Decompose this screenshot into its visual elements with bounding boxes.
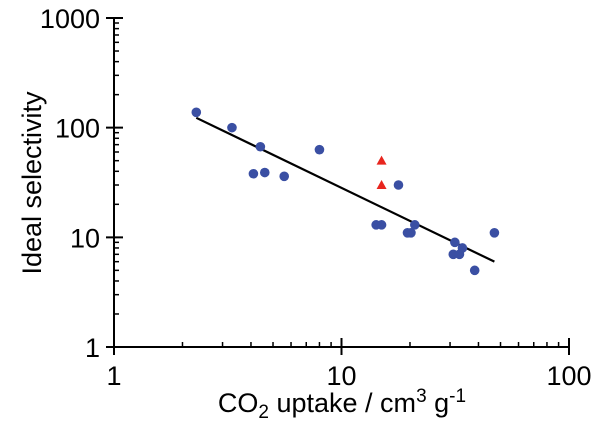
data-point-triangle (376, 180, 387, 190)
y-tick-label: 1 (85, 333, 100, 363)
y-ticks: 1 10 100 1000 (40, 4, 123, 363)
y-tick-label: 1000 (40, 4, 100, 34)
y-axis-title: Ideal selectivity (17, 91, 47, 275)
data-point-circle (279, 171, 290, 182)
x-ticks: 1 10 100 (106, 338, 592, 391)
x-tick-label: 10 (326, 361, 356, 391)
x-axis-title: CO2 uptake / cm3 g-1 (218, 386, 466, 422)
trendline (195, 116, 495, 263)
x-axis: 1 10 100 (106, 338, 592, 391)
data-point-circle (314, 144, 325, 155)
data-point-circle (376, 220, 387, 230)
y-tick-label: 100 (55, 114, 100, 144)
data-point-circle (469, 265, 480, 276)
data-point-circle (457, 243, 468, 253)
x-tick-label: 100 (546, 361, 591, 391)
trendline-group (195, 116, 495, 263)
data-point-circle (255, 141, 266, 152)
data-point-circle (489, 227, 500, 238)
y-tick-label: 10 (70, 223, 100, 253)
data-point-circle (191, 107, 202, 118)
data-point-circle (410, 220, 420, 230)
data-point-circle (227, 122, 237, 133)
data-point-circle (248, 168, 259, 179)
data-point-circle (393, 180, 404, 190)
y-axis: 1 10 100 1000 (40, 4, 123, 363)
data-point-circle (450, 237, 460, 248)
data-point-triangle (376, 155, 387, 165)
data-point-circle (259, 167, 270, 178)
data-point-circle (406, 227, 416, 238)
x-tick-label: 1 (106, 361, 121, 391)
data-points (191, 107, 500, 276)
